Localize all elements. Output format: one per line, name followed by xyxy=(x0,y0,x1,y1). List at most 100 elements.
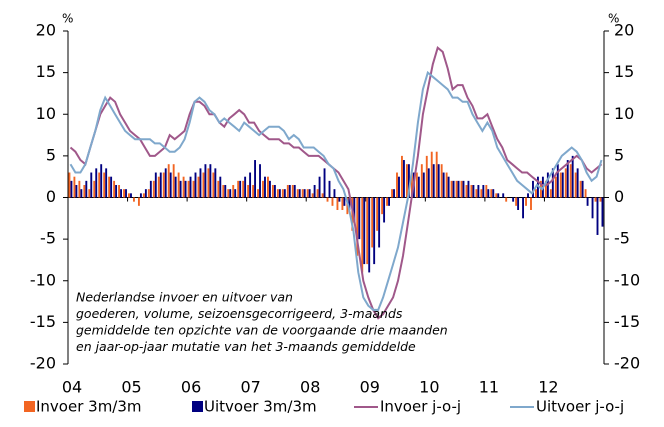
line xyxy=(69,45,603,320)
bar xyxy=(214,168,217,198)
bar xyxy=(202,172,205,198)
bar xyxy=(363,197,366,265)
y-tick-label: 15 xyxy=(36,62,56,81)
bar xyxy=(574,172,577,198)
bar xyxy=(262,180,264,198)
bar xyxy=(437,164,440,198)
legend-label: Uitvoer 3m/3m xyxy=(204,398,317,416)
bar xyxy=(366,197,369,265)
bar xyxy=(95,168,98,198)
bar xyxy=(252,185,255,198)
bar xyxy=(532,180,534,198)
bar xyxy=(187,180,190,198)
y2-tick-label: 5 xyxy=(614,145,624,164)
bar xyxy=(249,172,252,198)
bar xyxy=(554,176,557,198)
bar xyxy=(487,189,490,198)
legend-swatch xyxy=(24,401,35,412)
bar xyxy=(564,168,567,198)
bar xyxy=(232,185,235,198)
bar xyxy=(212,172,215,198)
bar xyxy=(525,197,527,206)
bar xyxy=(591,197,594,219)
bar xyxy=(351,197,354,231)
bar xyxy=(368,197,371,273)
bar xyxy=(93,180,96,198)
y2-tick-label: -20 xyxy=(614,354,640,373)
bar xyxy=(470,185,473,198)
bar xyxy=(306,189,309,198)
bar xyxy=(556,164,559,198)
bar xyxy=(271,185,274,198)
bar xyxy=(105,168,108,198)
bar xyxy=(90,172,93,198)
bar xyxy=(283,189,286,198)
y-tick-label: -20 xyxy=(30,354,56,373)
bar xyxy=(447,176,450,198)
bar xyxy=(348,197,351,210)
bar xyxy=(442,172,445,198)
bar xyxy=(415,172,418,198)
bar xyxy=(298,189,301,198)
bar xyxy=(139,193,142,198)
bar xyxy=(373,197,376,265)
bar xyxy=(182,176,185,198)
x-tick-label: 12 xyxy=(538,378,558,397)
bar xyxy=(410,172,413,198)
bar xyxy=(430,151,433,198)
bar xyxy=(571,155,574,198)
bar xyxy=(137,197,140,206)
bar xyxy=(522,197,524,219)
annotation: gemiddelde ten opzichte van de voorgaand… xyxy=(76,323,448,338)
bar xyxy=(222,185,225,198)
bar xyxy=(490,189,493,198)
y-tick-label: 10 xyxy=(36,104,56,123)
bar xyxy=(227,189,230,198)
bar xyxy=(108,176,111,198)
x-tick-label: 04 xyxy=(62,378,82,397)
bar xyxy=(323,168,326,198)
y-tick-label: 20 xyxy=(36,21,56,40)
bar xyxy=(566,160,569,198)
bar xyxy=(237,180,240,198)
annotation: Nederlandse invoer en uitvoer van xyxy=(76,290,293,305)
bar xyxy=(581,180,584,198)
bar xyxy=(247,185,250,198)
y2-tick-label: 0 xyxy=(614,187,624,206)
bar xyxy=(152,180,155,198)
bar xyxy=(427,168,430,198)
bar xyxy=(472,185,475,198)
bar xyxy=(128,193,130,198)
bar xyxy=(157,176,160,198)
bar xyxy=(219,176,222,198)
bar xyxy=(576,168,579,198)
bar xyxy=(291,185,294,198)
bar xyxy=(358,197,361,240)
bar xyxy=(321,193,324,198)
bar xyxy=(184,180,187,198)
bar xyxy=(169,172,172,198)
bar xyxy=(445,172,448,198)
bar xyxy=(422,172,425,198)
bar xyxy=(123,189,125,198)
y-tick-label: 5 xyxy=(46,145,56,164)
x-tick-label: 05 xyxy=(121,378,141,397)
bar xyxy=(217,180,220,198)
bar xyxy=(333,189,336,198)
bar xyxy=(407,164,410,198)
bar xyxy=(100,164,103,198)
line xyxy=(69,70,603,311)
bar xyxy=(70,180,73,198)
bar xyxy=(527,193,529,198)
bar xyxy=(455,180,458,198)
bar xyxy=(596,197,599,235)
bar xyxy=(313,185,316,198)
bar xyxy=(420,164,423,198)
bar xyxy=(475,189,478,198)
bar xyxy=(242,180,245,198)
y2-tick-label: -15 xyxy=(614,312,640,331)
y2-tick-label: 10 xyxy=(614,104,634,123)
bar xyxy=(467,180,470,198)
bar xyxy=(311,193,314,198)
